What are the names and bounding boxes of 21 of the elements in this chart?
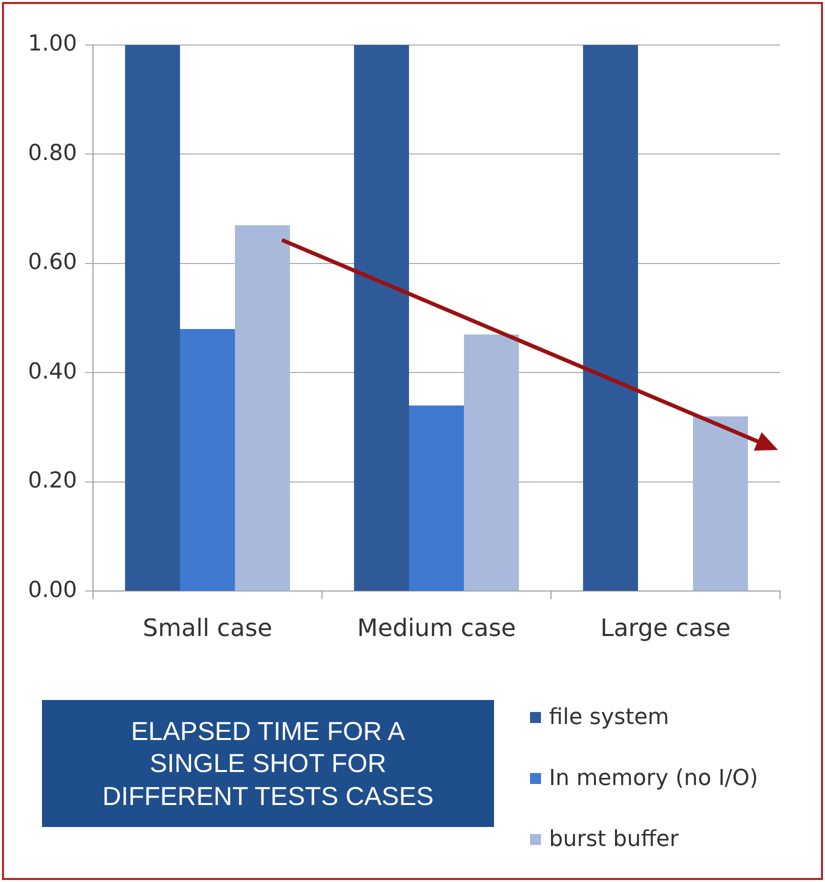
bar	[409, 405, 464, 591]
bar	[125, 45, 180, 591]
text: ELAPSED TIME FOR A SINGLE SHOT FOR DIFFERENT TESTS CASES	[42, 700, 494, 827]
legend-label: file system	[549, 704, 670, 730]
x-tick-label: Small case	[142, 614, 272, 642]
y-tick-label: 0.40	[28, 359, 77, 384]
y-tick-label: 0.80	[28, 140, 77, 166]
bar	[583, 45, 638, 591]
x-tick-label: Large case	[600, 614, 731, 642]
y-tick-label: 0.60	[28, 250, 77, 276]
legend-label: In memory (no I/O)	[549, 766, 758, 790]
bar	[464, 334, 519, 591]
y-tick-label: 1.00	[28, 32, 77, 57]
y-tick-label: 0.00	[28, 578, 77, 603]
bar	[354, 45, 410, 591]
bar	[180, 329, 235, 591]
y-tick-label: 0.20	[28, 468, 77, 494]
x-tick-label: Medium case	[357, 614, 516, 642]
bar	[692, 416, 748, 591]
legend-label: burst buffer	[549, 826, 679, 852]
bar	[234, 225, 290, 591]
